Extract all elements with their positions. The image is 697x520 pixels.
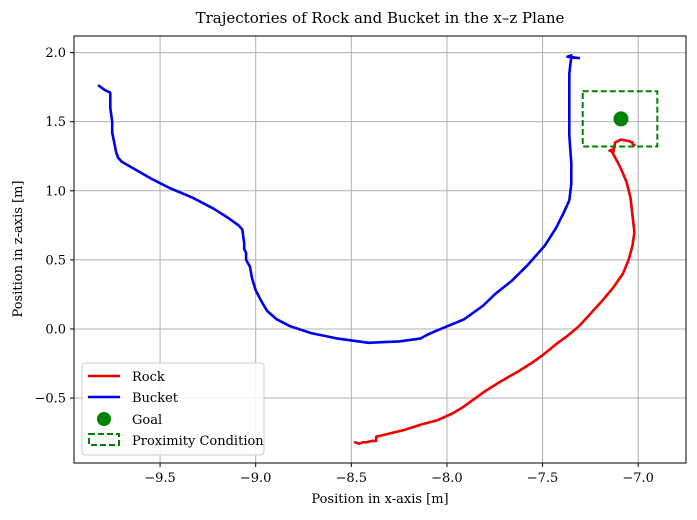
- proximity-condition-box: [581, 90, 659, 148]
- legend-bucket-label: Bucket: [132, 391, 179, 406]
- x-tick-label: −7.5: [527, 471, 559, 486]
- y-tick-label: −0.5: [34, 392, 66, 407]
- axes-frame: [73, 35, 687, 464]
- y-axis-label: Position in z-axis [m]: [11, 180, 26, 317]
- x-tick-label: −7.0: [622, 471, 654, 486]
- legend-proximity-marker: [88, 433, 120, 446]
- x-tick-label: −9.0: [240, 471, 272, 486]
- y-tick-label: 1.0: [45, 184, 66, 199]
- y-tick-label: 0.5: [45, 253, 66, 268]
- y-tick-label: 2.0: [45, 46, 66, 61]
- x-axis-ticks: −9.5 −9.0 −8.5 −8.0 −7.5 −7.0: [144, 463, 654, 486]
- x-tick-label: −9.5: [144, 471, 176, 486]
- y-tick-label: 0.0: [45, 322, 66, 337]
- bucket-trajectory-line: [97, 53, 581, 345]
- legend-box: [81, 362, 265, 456]
- legend-goal-label: Goal: [132, 413, 162, 428]
- legend-rock-label: Rock: [132, 370, 165, 385]
- y-tick-label: 1.5: [45, 115, 66, 130]
- x-tick-label: −8.0: [431, 471, 463, 486]
- legend: Rock Bucket Goal Proximity Condition: [81, 362, 265, 456]
- legend-goal-marker: [97, 412, 111, 426]
- rock-trajectory-line: [353, 138, 636, 446]
- chart-title: Trajectories of Rock and Bucket in the x…: [196, 9, 565, 27]
- legend-proximity-label: Proximity Condition: [132, 434, 264, 449]
- y-axis-ticks: −0.5 0.0 0.5 1.0 1.5 2.0: [34, 46, 74, 407]
- plot-area: [97, 53, 659, 446]
- goal-marker: [613, 111, 629, 127]
- grid-lines: [74, 36, 686, 463]
- x-axis-label: Position in x-axis [m]: [311, 492, 448, 507]
- x-tick-label: −8.5: [336, 471, 368, 486]
